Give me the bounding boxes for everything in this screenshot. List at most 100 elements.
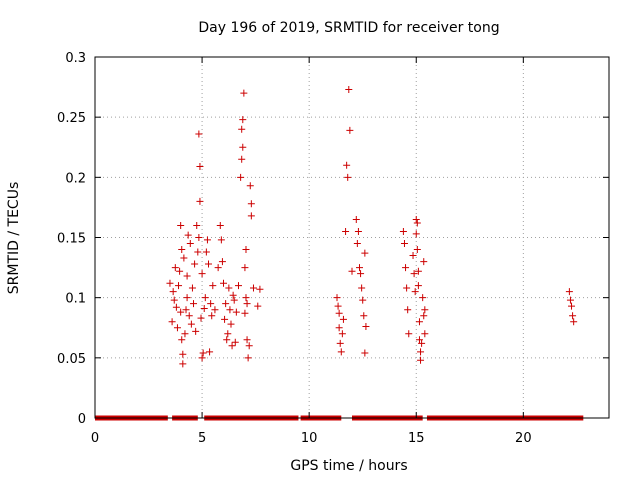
data-point [348,267,356,275]
data-point [228,342,236,350]
data-point [243,300,251,308]
data-point [202,248,210,256]
data-point [338,330,346,338]
data-point [218,258,226,266]
x-tick-label: 10 [301,431,318,446]
data-point [201,294,209,302]
data-point [221,315,229,323]
data-point [569,312,577,320]
data-point [232,308,240,316]
data-point [410,270,418,278]
data-point [421,306,429,314]
data-point [411,288,419,296]
data-point [566,296,574,304]
data-point [166,279,174,287]
data-point [413,219,421,227]
data-point [361,249,369,257]
data-point [359,296,367,304]
data-point [355,264,363,272]
y-tick-label: 0.1 [65,292,86,307]
data-point [345,85,353,93]
data-point [171,264,179,272]
x-tick-label: 20 [515,431,532,446]
data-point [205,260,213,268]
data-point [225,284,233,292]
data-point [247,200,255,208]
data-point [405,330,413,338]
data-point [404,306,412,314]
data-point [190,300,198,308]
data-point [333,294,341,302]
data-point [194,248,202,256]
data-point [239,116,247,124]
data-point [195,130,203,138]
data-point [238,155,246,163]
data-point [224,330,232,338]
data-point [249,284,257,292]
data-point [182,306,190,314]
data-point [335,309,343,317]
data-point [242,294,250,302]
data-point [203,236,211,244]
data-point [400,240,408,248]
x-tick-label: 15 [408,431,425,446]
data-point [181,330,189,338]
y-tick-label: 0.25 [57,111,86,126]
data-point [196,163,204,171]
data-point [197,314,205,322]
data-point [237,173,245,181]
data-point [418,339,426,347]
data-point [177,308,185,316]
data-point [420,312,428,320]
x-tick-label: 5 [198,431,206,446]
data-point [186,240,194,248]
data-point [191,260,199,268]
data-point [241,264,249,272]
data-point [198,270,206,278]
data-point [193,221,201,229]
data-point [239,143,247,151]
x-tick-label: 0 [91,431,99,446]
data-point [230,296,238,304]
data-point [336,339,344,347]
y-tick-label: 0.05 [57,352,86,367]
data-point [214,264,222,272]
data-point [220,279,227,287]
grid [95,57,609,418]
data-point [342,227,350,235]
y-tick-label: 0.3 [65,51,86,66]
data-point [565,288,573,296]
data-point [417,356,425,364]
data-point [175,282,183,290]
chart-title: Day 196 of 2019, SRMTID for receiver ton… [198,20,499,36]
data-point [358,284,366,292]
data-point [337,348,345,356]
data-point [198,354,206,362]
data-point [352,215,360,223]
data-point [415,318,423,326]
data-point [245,342,253,350]
data-point [414,282,422,290]
data-point [420,258,428,266]
data-point [183,272,191,280]
data-point [361,349,369,357]
data-point [173,324,181,332]
data-point [241,309,249,317]
data-point [226,306,234,314]
data-point [208,312,216,320]
data-point [360,312,368,320]
data-point [184,231,192,239]
data-point [417,348,425,356]
data-point [256,285,264,293]
data-point [419,294,427,302]
data-point [234,282,242,290]
data-point [344,173,352,181]
data-point [242,246,250,254]
data-point [179,350,187,358]
data-point [227,320,235,328]
data-point [176,267,184,275]
data-point [240,89,248,97]
data-point [217,236,225,244]
